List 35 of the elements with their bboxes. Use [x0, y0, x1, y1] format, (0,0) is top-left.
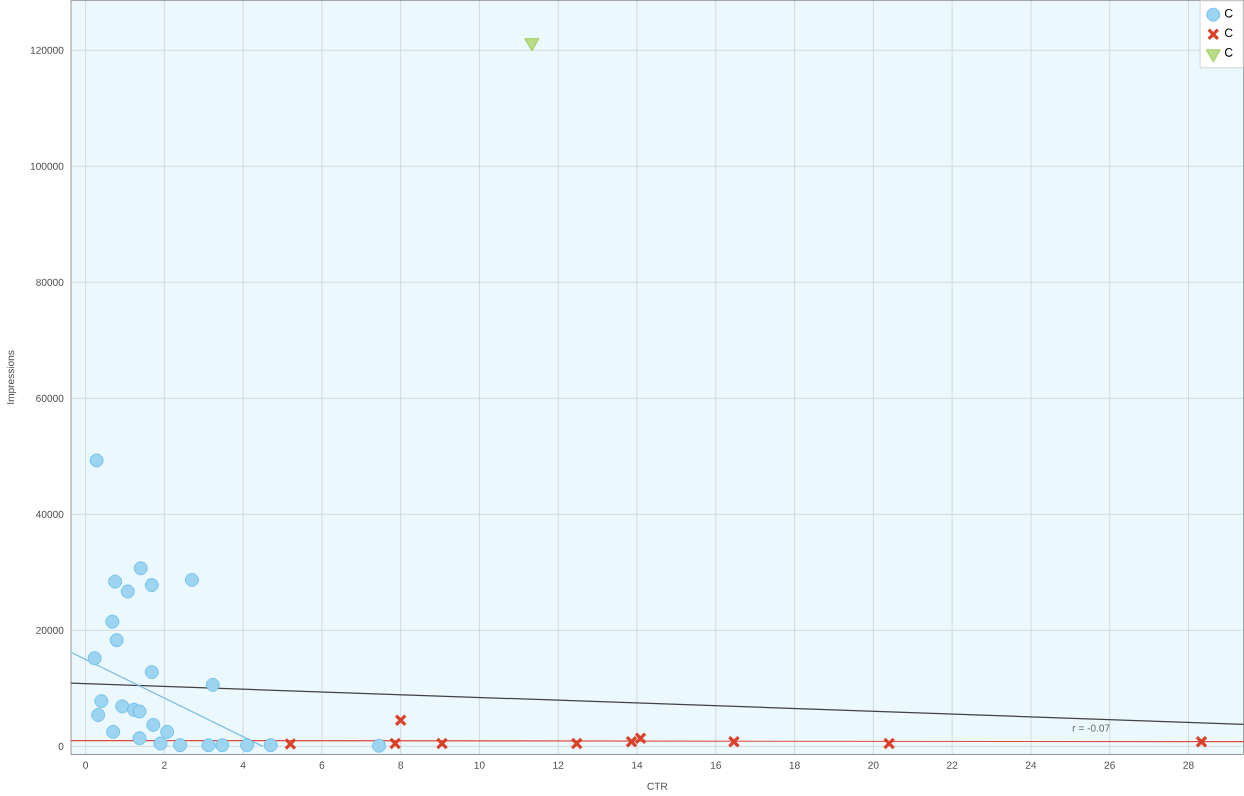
- point: [106, 724, 121, 739]
- point: [240, 738, 254, 752]
- point: [133, 561, 148, 575]
- point: [115, 699, 130, 713]
- point: [146, 717, 161, 732]
- point: [1195, 735, 1208, 748]
- point: [132, 731, 147, 745]
- point: [153, 736, 168, 751]
- point: [109, 633, 124, 647]
- point: [89, 453, 104, 467]
- point: [284, 737, 297, 750]
- point: [132, 704, 147, 719]
- point: [201, 738, 216, 752]
- point: [388, 736, 402, 750]
- point: [144, 664, 159, 679]
- point: [144, 577, 159, 592]
- point: [108, 574, 123, 589]
- point: [120, 584, 135, 599]
- point: [882, 736, 896, 750]
- point: [94, 693, 109, 708]
- point: [524, 38, 540, 51]
- point: [160, 724, 175, 739]
- point: [372, 738, 386, 753]
- point: [435, 736, 449, 750]
- point: [87, 651, 102, 665]
- point: [91, 707, 106, 722]
- point: [173, 738, 188, 752]
- point: [205, 677, 220, 692]
- point: [570, 736, 583, 750]
- point: [727, 735, 741, 748]
- point: [215, 738, 230, 752]
- point: [263, 738, 278, 752]
- point: [394, 713, 407, 727]
- point: [105, 614, 120, 629]
- point: [185, 572, 199, 587]
